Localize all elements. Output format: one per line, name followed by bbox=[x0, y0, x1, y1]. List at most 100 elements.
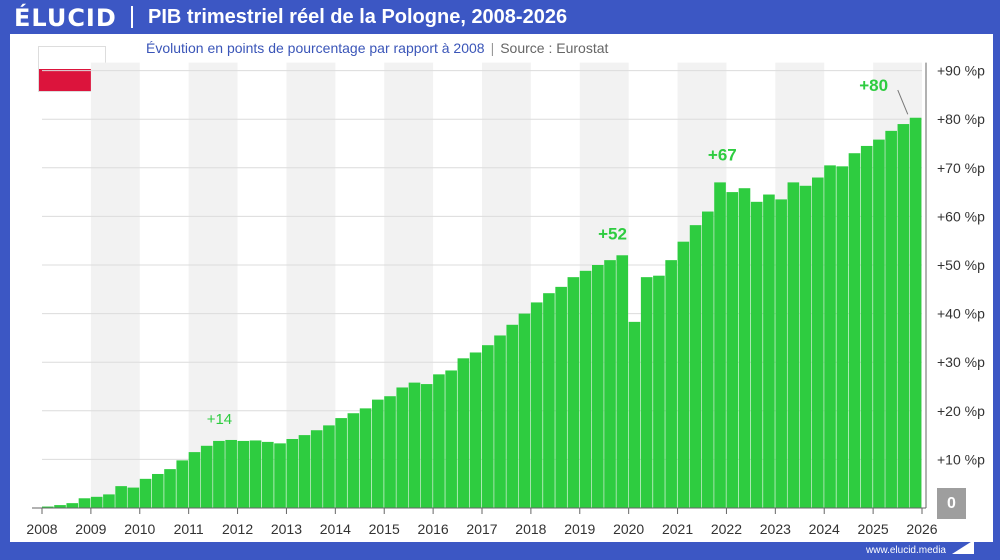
data-bar bbox=[298, 435, 311, 508]
x-tick-label: 2024 bbox=[809, 521, 840, 537]
data-bar bbox=[139, 478, 152, 508]
y-tick-label: +60 %p bbox=[937, 208, 985, 224]
data-bar bbox=[347, 413, 360, 508]
data-bar bbox=[469, 352, 482, 508]
y-tick-label: +20 %p bbox=[937, 403, 985, 419]
x-tick-label: 2023 bbox=[760, 521, 791, 537]
x-tick-label: 2025 bbox=[858, 521, 889, 537]
y-tick-label: +80 %p bbox=[937, 111, 985, 127]
data-bar bbox=[152, 473, 164, 508]
data-bar bbox=[274, 443, 286, 508]
data-bar bbox=[775, 199, 787, 508]
data-bar bbox=[702, 211, 714, 509]
data-bar bbox=[237, 440, 250, 508]
subtitle-text: Évolution en points de pourcentage par r… bbox=[146, 40, 485, 56]
data-bar bbox=[763, 194, 775, 508]
y-tick-label: +90 %p bbox=[937, 63, 985, 79]
data-bar bbox=[604, 260, 616, 508]
data-bar bbox=[579, 270, 592, 508]
data-bar bbox=[457, 358, 470, 508]
data-bar bbox=[530, 302, 543, 508]
year-band bbox=[188, 62, 238, 508]
data-bar bbox=[42, 506, 54, 508]
x-tick-label: 2010 bbox=[124, 521, 155, 537]
data-bar bbox=[494, 335, 506, 508]
data-bar bbox=[848, 153, 861, 508]
y-tick-label: +70 %p bbox=[937, 160, 985, 176]
data-bar bbox=[115, 486, 127, 508]
x-tick-label: 2012 bbox=[222, 521, 253, 537]
data-bar bbox=[799, 185, 812, 509]
data-bar bbox=[555, 286, 567, 508]
data-bar bbox=[567, 277, 580, 508]
x-tick-label: 2014 bbox=[320, 521, 351, 537]
data-bar bbox=[176, 460, 189, 508]
data-bar bbox=[518, 313, 531, 508]
x-tick-label: 2021 bbox=[662, 521, 693, 537]
data-bar bbox=[628, 321, 641, 508]
data-bar bbox=[873, 139, 885, 508]
x-tick-label: 2013 bbox=[271, 521, 302, 537]
data-bar bbox=[750, 201, 763, 508]
x-tick-label: 2016 bbox=[418, 521, 449, 537]
source-text: Source : Eurostat bbox=[500, 40, 609, 56]
data-bar bbox=[543, 293, 555, 508]
data-bar bbox=[249, 440, 262, 508]
data-bar bbox=[506, 324, 519, 508]
zero-label: 0 bbox=[937, 488, 966, 519]
data-bar bbox=[66, 503, 79, 508]
data-bar bbox=[103, 494, 115, 508]
data-bar bbox=[909, 117, 922, 508]
data-bar bbox=[359, 408, 372, 508]
x-tick-label: 2011 bbox=[174, 521, 204, 537]
logo-separator bbox=[131, 6, 133, 28]
x-tick-label: 2009 bbox=[75, 521, 106, 537]
x-tick-label: 2008 bbox=[26, 521, 57, 537]
footer-url[interactable]: www.elucid.media bbox=[865, 545, 946, 556]
y-tick-label: +10 %p bbox=[937, 451, 985, 467]
x-tick-label: 2019 bbox=[564, 521, 595, 537]
chart-subtitle: Évolution en points de pourcentage par r… bbox=[146, 40, 608, 56]
subtitle-separator: | bbox=[490, 40, 495, 56]
footer-logo-icon bbox=[952, 540, 974, 554]
annotation-label: +52 bbox=[598, 224, 627, 243]
year-band bbox=[90, 62, 140, 508]
data-bar bbox=[787, 182, 800, 508]
data-bar bbox=[164, 469, 176, 508]
flag-white-stripe bbox=[39, 47, 105, 69]
data-bar bbox=[335, 418, 347, 508]
y-tick-label: +50 %p bbox=[937, 257, 985, 273]
data-bar bbox=[860, 145, 873, 508]
x-tick-label: 2020 bbox=[613, 521, 644, 537]
annotation-label: +80 bbox=[859, 76, 888, 95]
data-bar bbox=[433, 374, 445, 508]
data-bar bbox=[310, 430, 323, 508]
data-bar bbox=[78, 498, 91, 508]
brand-logo[interactable]: ÉLUCID bbox=[14, 4, 117, 32]
x-tick-label: 2026 bbox=[906, 521, 937, 537]
data-bar bbox=[738, 188, 751, 508]
data-bar bbox=[396, 387, 409, 508]
data-bar bbox=[213, 440, 225, 508]
data-bar bbox=[482, 345, 494, 508]
data-bar bbox=[200, 445, 213, 508]
x-tick-label: 2015 bbox=[369, 521, 400, 537]
poland-flag-icon bbox=[39, 47, 105, 91]
data-bar bbox=[90, 496, 103, 508]
data-bar bbox=[897, 124, 910, 508]
data-bar bbox=[726, 192, 739, 508]
data-bar bbox=[616, 255, 629, 508]
data-bar bbox=[262, 441, 274, 508]
data-bar bbox=[420, 384, 433, 508]
data-bar bbox=[653, 275, 665, 508]
chart-title: PIB trimestriel réel de la Pologne, 2008… bbox=[148, 6, 568, 28]
data-bar bbox=[188, 452, 201, 508]
data-bar bbox=[665, 260, 677, 508]
annotation-leader-line bbox=[897, 89, 909, 115]
data-bar bbox=[677, 241, 690, 508]
data-bar bbox=[445, 370, 457, 508]
data-bar bbox=[286, 438, 299, 508]
data-bar bbox=[885, 130, 897, 508]
data-bar bbox=[836, 166, 849, 509]
data-bar bbox=[824, 165, 836, 508]
